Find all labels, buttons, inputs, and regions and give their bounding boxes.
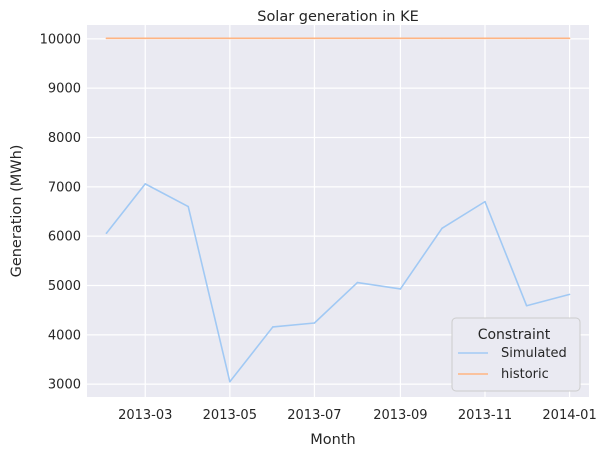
x-tick-label: 2013-09 (373, 408, 427, 423)
data-point (525, 37, 528, 40)
data-point (144, 37, 147, 40)
x-axis-label: Month (310, 432, 355, 448)
data-point (272, 326, 274, 328)
data-point (399, 37, 402, 40)
data-point (144, 183, 147, 185)
y-tick-label: 8000 (48, 131, 81, 146)
data-point (568, 293, 571, 296)
data-point (187, 205, 190, 208)
data-point (105, 37, 108, 40)
data-point (484, 37, 486, 40)
data-point (105, 232, 108, 235)
y-axis-label: Generation (MWh) (9, 145, 25, 278)
data-point (399, 288, 402, 290)
x-tick-label: 2013-11 (458, 408, 512, 423)
x-tick-label: 2013-05 (203, 408, 257, 423)
y-tick-label: 9000 (48, 82, 81, 97)
data-point (525, 304, 528, 307)
data-point (484, 200, 486, 203)
data-point (272, 37, 274, 40)
legend-box (451, 317, 581, 392)
data-point (441, 37, 443, 40)
data-point (229, 37, 231, 40)
y-tick-label: 10000 (40, 32, 81, 47)
y-tick-label: 7000 (48, 180, 81, 195)
data-point (356, 37, 359, 40)
series-line-simulated (105, 183, 570, 383)
y-tick-label: 4000 (48, 328, 81, 343)
data-point (313, 322, 316, 324)
y-tick-label: 6000 (48, 230, 81, 245)
legend-label: Simulated (501, 346, 567, 361)
chart-title: Solar generation in KE (257, 9, 419, 25)
data-point (568, 37, 571, 40)
x-tick-label: 2013-03 (118, 408, 172, 423)
data-point (441, 227, 443, 230)
y-tick-label: 5000 (48, 279, 81, 294)
data-point (313, 37, 316, 40)
series-lines (105, 37, 571, 383)
legend: Constraint Simulated historic (451, 317, 581, 392)
legend-label: historic (501, 367, 549, 382)
data-point (356, 281, 359, 284)
data-point (187, 37, 190, 40)
data-point (229, 380, 231, 383)
x-tick-label: 2013-07 (287, 408, 341, 423)
y-tick-labels: 3000 4000 5000 6000 7000 8000 9000 10000 (40, 32, 81, 392)
y-tick-label: 3000 (48, 378, 81, 393)
x-tick-labels: 2013-03 2013-05 2013-07 2013-09 2013-11 2014-… (118, 408, 597, 423)
x-tick-label: 2014-01 (542, 408, 596, 423)
legend-title: Constraint (478, 327, 551, 343)
